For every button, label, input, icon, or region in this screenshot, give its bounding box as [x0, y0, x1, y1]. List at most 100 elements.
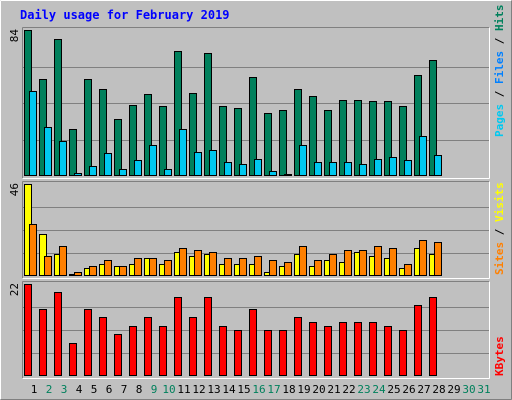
bar-hits-day-25 — [384, 101, 392, 176]
bar-sites-day-16 — [254, 256, 262, 276]
bar-kbytes-day-16 — [249, 309, 257, 376]
bar-hits-day-3 — [54, 39, 62, 176]
bar-files-day-3 — [59, 141, 67, 176]
day-label-22: 22 — [342, 383, 355, 396]
legend-files: Files — [493, 51, 506, 84]
day-label-21: 21 — [327, 383, 340, 396]
bar-sites-day-25 — [389, 248, 397, 276]
day-label-28: 28 — [432, 383, 445, 396]
kbytes-scale-max-label: 22 — [8, 283, 21, 296]
bar-kbytes-day-13 — [204, 297, 212, 376]
bar-kbytes-day-1 — [24, 284, 32, 376]
day-label-11: 11 — [177, 383, 190, 396]
bar-files-day-22 — [344, 162, 352, 176]
bar-kbytes-day-11 — [174, 297, 182, 376]
bar-files-day-2 — [44, 127, 52, 176]
day-label-7: 7 — [121, 383, 128, 396]
bar-files-day-25 — [389, 157, 397, 176]
bar-kbytes-day-28 — [429, 297, 437, 376]
bar-sites-day-5 — [89, 266, 97, 276]
bar-kbytes-day-15 — [234, 330, 242, 376]
bar-files-day-1 — [29, 91, 37, 176]
bar-sites-day-8 — [134, 258, 142, 276]
bar-files-day-26 — [404, 160, 412, 176]
bar-kbytes-day-24 — [369, 322, 377, 376]
panel-frame-kbytes — [22, 281, 490, 379]
bar-hits-day-24 — [369, 101, 377, 176]
day-label-9: 9 — [151, 383, 158, 396]
bar-visits-day-2 — [39, 234, 47, 276]
bar-sites-day-1 — [29, 224, 37, 276]
bar-kbytes-day-22 — [339, 322, 347, 376]
legend-separator-1: / — [493, 84, 506, 104]
day-label-17: 17 — [267, 383, 280, 396]
bar-hits-day-8 — [129, 105, 137, 176]
bar-kbytes-day-21 — [324, 326, 332, 376]
day-label-4: 4 — [76, 383, 83, 396]
bar-kbytes-day-7 — [114, 334, 122, 376]
bar-files-day-11 — [179, 129, 187, 176]
bar-sites-day-15 — [239, 258, 247, 276]
bar-hits-day-5 — [84, 79, 92, 176]
bar-hits-day-27 — [414, 75, 422, 176]
bar-files-day-28 — [434, 155, 442, 176]
bar-sites-day-26 — [404, 264, 412, 276]
bar-sites-day-6 — [104, 260, 112, 276]
bar-kbytes-day-19 — [294, 317, 302, 376]
bar-hits-day-13 — [204, 53, 212, 176]
bar-hits-day-28 — [429, 60, 437, 176]
bar-hits-day-10 — [159, 106, 167, 176]
panel-frame-hits-files-pages — [22, 27, 490, 179]
bar-files-day-8 — [134, 160, 142, 176]
day-label-8: 8 — [136, 383, 143, 396]
bar-kbytes-day-14 — [219, 326, 227, 376]
bar-hits-day-23 — [354, 100, 362, 176]
day-label-16: 16 — [252, 383, 265, 396]
legend-pages: Pages — [493, 104, 506, 137]
day-label-2: 2 — [46, 383, 53, 396]
legend-sites: Sites — [493, 242, 506, 275]
legend-kbytes: KBytes — [493, 336, 506, 376]
day-label-24: 24 — [372, 383, 386, 396]
day-label-27: 27 — [417, 383, 430, 396]
bar-hits-day-21 — [324, 110, 332, 176]
bar-files-day-7 — [119, 169, 127, 176]
bar-kbytes-day-27 — [414, 305, 422, 376]
day-label-20: 20 — [312, 383, 325, 396]
day-label-12: 12 — [192, 383, 205, 396]
bar-kbytes-day-26 — [399, 330, 407, 376]
bar-kbytes-day-25 — [384, 326, 392, 376]
bar-kbytes-day-12 — [189, 317, 197, 376]
bar-hits-day-12 — [189, 93, 197, 176]
bar-sites-day-27 — [419, 240, 427, 276]
bar-sites-day-11 — [179, 248, 187, 276]
bar-hits-day-7 — [114, 119, 122, 176]
bar-files-day-12 — [194, 152, 202, 176]
bar-kbytes-day-4 — [69, 343, 77, 376]
bar-sites-day-3 — [59, 246, 67, 276]
bar-files-day-18 — [284, 174, 292, 176]
bar-sites-day-20 — [314, 260, 322, 276]
bar-hits-day-19 — [294, 89, 302, 176]
bars-layer — [24, 30, 442, 376]
day-label-1: 1 — [31, 383, 38, 396]
bar-hits-day-14 — [219, 106, 227, 176]
day-label-14: 14 — [222, 383, 236, 396]
bar-kbytes-day-5 — [84, 309, 92, 376]
bar-files-day-21 — [329, 162, 337, 176]
bar-sites-day-23 — [359, 250, 367, 276]
bar-files-day-27 — [419, 136, 427, 176]
bar-kbytes-day-9 — [144, 317, 152, 376]
bar-sites-day-13 — [209, 252, 217, 276]
day-label-6: 6 — [106, 383, 113, 396]
day-label-13: 13 — [207, 383, 220, 396]
bar-hits-day-15 — [234, 108, 242, 176]
bar-files-day-14 — [224, 162, 232, 176]
bar-files-day-13 — [209, 150, 217, 176]
visits-scale-max-label: 46 — [8, 183, 21, 196]
day-label-31: 31 — [477, 383, 490, 396]
bar-files-day-19 — [299, 145, 307, 176]
bar-sites-day-22 — [344, 250, 352, 276]
hits-files-pages-legend: Pages / Files / Hits — [493, 5, 506, 138]
